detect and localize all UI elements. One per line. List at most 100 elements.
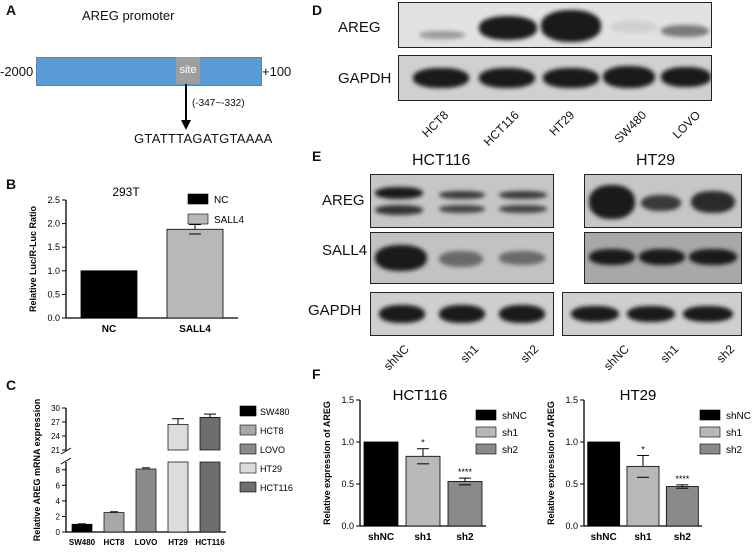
chart-title: 293T [112, 185, 140, 199]
bar-lower [167, 461, 189, 533]
x-tick-label: sh2 [456, 532, 474, 543]
legend-label: HCT116 [260, 483, 293, 493]
legend-swatch [699, 426, 721, 438]
blot-e-hct116-areg [370, 174, 554, 228]
y-tick-label: 0.0 [47, 313, 60, 323]
x-tick-label: HT29 [168, 538, 188, 547]
blot-e-hct116-sall4 [370, 232, 554, 284]
band [641, 195, 681, 211]
band [661, 25, 709, 37]
y-tick-label: 8 [56, 466, 61, 475]
legend-swatch [187, 213, 209, 225]
bar [80, 270, 138, 319]
band [589, 185, 635, 219]
band [479, 16, 537, 40]
band [375, 245, 427, 271]
band [499, 205, 547, 213]
band [661, 67, 711, 87]
x-tick-label: sh2 [674, 532, 692, 543]
lane-label: sh2 [517, 342, 542, 366]
legend-label: shNC [502, 411, 527, 422]
chart-f-hct116: 0.0 0.5 1.0 1.5 shNC * sh1 **** sh2 HCT116 Relativ… [322, 387, 527, 543]
y-tick-label: 0.5 [47, 289, 60, 299]
legend-swatch [699, 443, 721, 455]
y-tick-label: 6 [56, 481, 61, 490]
blot-e-row-sall4: SALL4 [322, 242, 368, 259]
band [439, 191, 485, 199]
y-tick-label: 2.5 [47, 195, 60, 205]
legend-label: LOVO [260, 445, 285, 455]
legend-swatch [239, 481, 257, 493]
band [479, 68, 535, 88]
y-tick-label: 2 [56, 512, 61, 521]
blot-d-row-gapdh: GAPDH [338, 70, 392, 87]
x-tick-label: shNC [368, 532, 394, 543]
blot-e-group-hct116: HCT116 [412, 152, 471, 169]
band [439, 251, 483, 267]
x-tick-label: sh1 [414, 532, 432, 543]
lane-label: shNC [380, 342, 412, 374]
blot-e-row-gapdh: GAPDH [308, 302, 362, 319]
promoter-left-coordinate: -2000 [0, 64, 34, 79]
panel-label-c: C [6, 377, 17, 393]
band [419, 31, 465, 39]
x-tick-label: SALL4 [179, 324, 211, 335]
promoter-right-coordinate: +100 [262, 64, 292, 79]
band [627, 306, 675, 322]
band [499, 305, 545, 323]
blot-e-ht29-gapdh [562, 292, 742, 336]
promoter-bar [36, 57, 262, 86]
bar-lower [199, 461, 221, 533]
band [589, 249, 635, 265]
lane-label: sh1 [657, 342, 682, 366]
blot-e-hct116-gapdh [370, 292, 554, 336]
site-arrow-icon [181, 84, 191, 130]
chart-b: 0.00.51.01.52.02.5NC****SALL4293TRelativ… [28, 185, 244, 335]
chart-title: HCT116 [393, 387, 448, 404]
bar-upper [167, 423, 189, 451]
lane-label: HCT116 [480, 108, 522, 149]
panel-label-e: E [312, 148, 322, 164]
legend-swatch [239, 462, 257, 474]
legend-label: sh1 [502, 428, 519, 439]
axis-break-mark [60, 447, 72, 455]
band [379, 305, 425, 323]
band [413, 68, 469, 88]
blot-d-row-areg: AREG [338, 19, 381, 36]
bar [405, 455, 441, 527]
bar [363, 441, 399, 527]
significance-label: * [641, 444, 645, 454]
y-axis-label: Relative expression of AREG [546, 401, 556, 525]
site-range: (-347~-332) [192, 98, 245, 109]
bar [626, 465, 660, 527]
band [541, 10, 601, 42]
lane-label: LOVO [669, 108, 704, 142]
promoter-title: AREG promoter [82, 8, 175, 23]
band [375, 187, 423, 199]
lane-label: sh2 [713, 342, 738, 366]
lane-label: HT29 [546, 108, 578, 139]
lane-label: HCT8 [419, 108, 452, 141]
y-tick-label: 24 [51, 432, 60, 441]
legend-label: HCT8 [260, 426, 284, 436]
blot-e-row-areg: AREG [322, 192, 365, 209]
x-tick-label: shNC [591, 532, 617, 543]
y-tick-label: 30 [51, 404, 60, 413]
panel-label-d: D [312, 2, 323, 18]
y-tick-label: 1.5 [341, 395, 354, 405]
bar [135, 468, 157, 533]
bar [166, 228, 224, 319]
bar [447, 481, 483, 527]
panel-label-a: A [6, 2, 17, 18]
legend-label: shNC [726, 411, 751, 422]
blot-d-gapdh [398, 55, 712, 101]
legend-swatch [475, 409, 497, 421]
legend-swatch [239, 443, 257, 455]
legend-swatch [239, 424, 257, 436]
legend-label: sh2 [502, 445, 519, 456]
legend-swatch [187, 193, 209, 205]
chart-f-ht29: 0.0 0.5 1.0 1.5 shNC * sh1 **** sh2 HT29 Relative … [546, 387, 751, 543]
blot-e-ht29-areg [584, 174, 742, 228]
band [639, 249, 685, 265]
x-tick-label: NC [102, 324, 116, 335]
